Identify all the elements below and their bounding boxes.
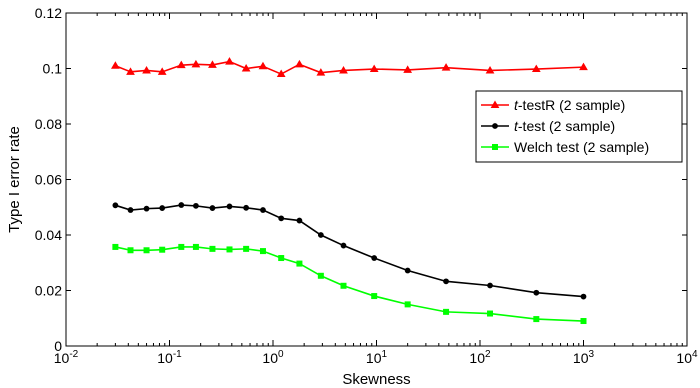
data-point (317, 232, 324, 238)
legend-label: t-test (2 sample) (514, 118, 615, 134)
data-point (143, 205, 150, 212)
data-point (226, 203, 233, 210)
legend-box (475, 90, 683, 163)
y-tick-label: 0.06 (35, 172, 62, 188)
legend-label: Welch test (2 sample) (514, 139, 649, 155)
series-line (115, 60, 584, 75)
data-point (225, 57, 234, 65)
data-point (276, 69, 286, 78)
data-point (209, 205, 216, 211)
data-point (579, 62, 588, 71)
data-point (157, 67, 167, 75)
data-point (191, 59, 201, 68)
data-point (259, 248, 266, 255)
data-point (443, 278, 449, 285)
x-tick-label: 100 (262, 349, 284, 366)
series-1 (112, 202, 587, 300)
data-point (178, 243, 185, 250)
data-point (485, 65, 495, 74)
data-point (159, 246, 166, 253)
data-point (403, 65, 413, 73)
data-point (278, 255, 285, 262)
data-point (317, 272, 324, 279)
data-point (404, 267, 411, 274)
data-point (193, 202, 199, 209)
legend-item: Welch test (2 sample) (481, 139, 649, 155)
data-point (258, 61, 268, 70)
data-point (192, 243, 199, 250)
x-axis-label: Skewness (342, 371, 410, 388)
series-line (115, 246, 584, 322)
data-point (127, 207, 134, 213)
data-point (369, 64, 379, 73)
y-tick-label: 0.08 (35, 116, 62, 132)
data-point (126, 67, 135, 75)
data-point (241, 64, 251, 72)
data-point (208, 60, 217, 68)
x-tick-label: 104 (676, 349, 698, 366)
data-point (176, 60, 186, 69)
data-point (316, 68, 326, 76)
data-point (260, 207, 266, 213)
data-point (487, 310, 494, 317)
data-point (112, 243, 119, 250)
series-0 (111, 57, 588, 78)
data-point (531, 64, 541, 73)
data-point (296, 217, 303, 224)
data-point (243, 204, 250, 211)
data-point (580, 293, 587, 300)
data-point (371, 293, 378, 300)
data-point (112, 202, 119, 209)
y-tick-label: 0.04 (35, 227, 62, 243)
data-point (295, 59, 304, 68)
legend: t-testR (2 sample) t-test (2 sample) Welch… (475, 90, 683, 163)
legend-marker (490, 100, 500, 108)
y-tick-label: 0 (54, 338, 62, 354)
series-2 (112, 243, 587, 325)
data-point (404, 301, 411, 308)
data-point (209, 245, 216, 252)
data-point (533, 289, 540, 296)
y-axis-label: Type I error rate (6, 126, 23, 233)
plot-area-frame (65, 12, 688, 347)
x-tick-label: 10-2 (54, 349, 79, 366)
data-point (142, 65, 151, 74)
legend-item: t-test (2 sample) (481, 118, 615, 134)
data-point (441, 63, 451, 71)
legend-item: t-testR (2 sample) (481, 97, 625, 113)
data-point (580, 318, 587, 325)
data-point (178, 202, 185, 208)
data-point (340, 242, 347, 249)
data-point (340, 282, 347, 289)
data-point (243, 245, 250, 252)
data-point (339, 65, 348, 74)
legend-label: t-testR (2 sample) (514, 97, 625, 113)
legend-marker (492, 123, 498, 129)
data-point (533, 316, 540, 323)
y-axis-ticks: 0 0.02 0.04 0.06 0.08 0.1 0.12 (35, 5, 687, 354)
data-point (159, 205, 166, 211)
y-tick-label: 0.02 (35, 283, 62, 299)
data-point (143, 247, 150, 254)
legend-marker (492, 144, 498, 150)
series-layer (111, 57, 588, 325)
x-tick-label: 10-1 (157, 349, 182, 366)
series-line (115, 204, 584, 298)
data-point (111, 61, 120, 69)
x-tick-label: 101 (366, 349, 388, 366)
data-point (296, 260, 303, 267)
data-point (371, 255, 378, 261)
y-tick-label: 0.1 (43, 61, 63, 77)
y-tick-label: 0.12 (35, 5, 62, 21)
x-axis-ticks: 10-2 10-1 100 101 102 103 104 (54, 13, 698, 366)
data-point (226, 246, 233, 253)
x-tick-label: 103 (573, 349, 595, 366)
x-tick-label: 102 (469, 349, 491, 366)
data-point (487, 282, 493, 289)
data-point (443, 308, 450, 315)
data-point (127, 247, 134, 254)
data-point (278, 215, 285, 222)
